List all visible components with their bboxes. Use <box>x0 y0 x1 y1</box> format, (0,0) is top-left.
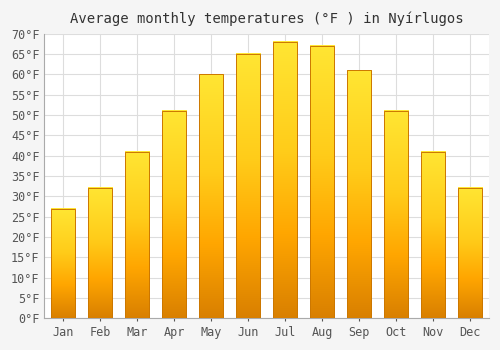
Bar <box>199 74 223 318</box>
Bar <box>273 42 297 318</box>
Bar <box>458 188 482 318</box>
Bar <box>162 111 186 318</box>
Bar <box>347 70 372 318</box>
Bar <box>310 46 334 318</box>
Bar <box>384 111 408 318</box>
Bar <box>236 54 260 318</box>
Bar <box>125 152 149 318</box>
Title: Average monthly temperatures (°F ) in Nyírlugos: Average monthly temperatures (°F ) in Ny… <box>70 11 464 26</box>
Bar <box>51 209 75 318</box>
Bar <box>422 152 446 318</box>
Bar <box>88 188 112 318</box>
